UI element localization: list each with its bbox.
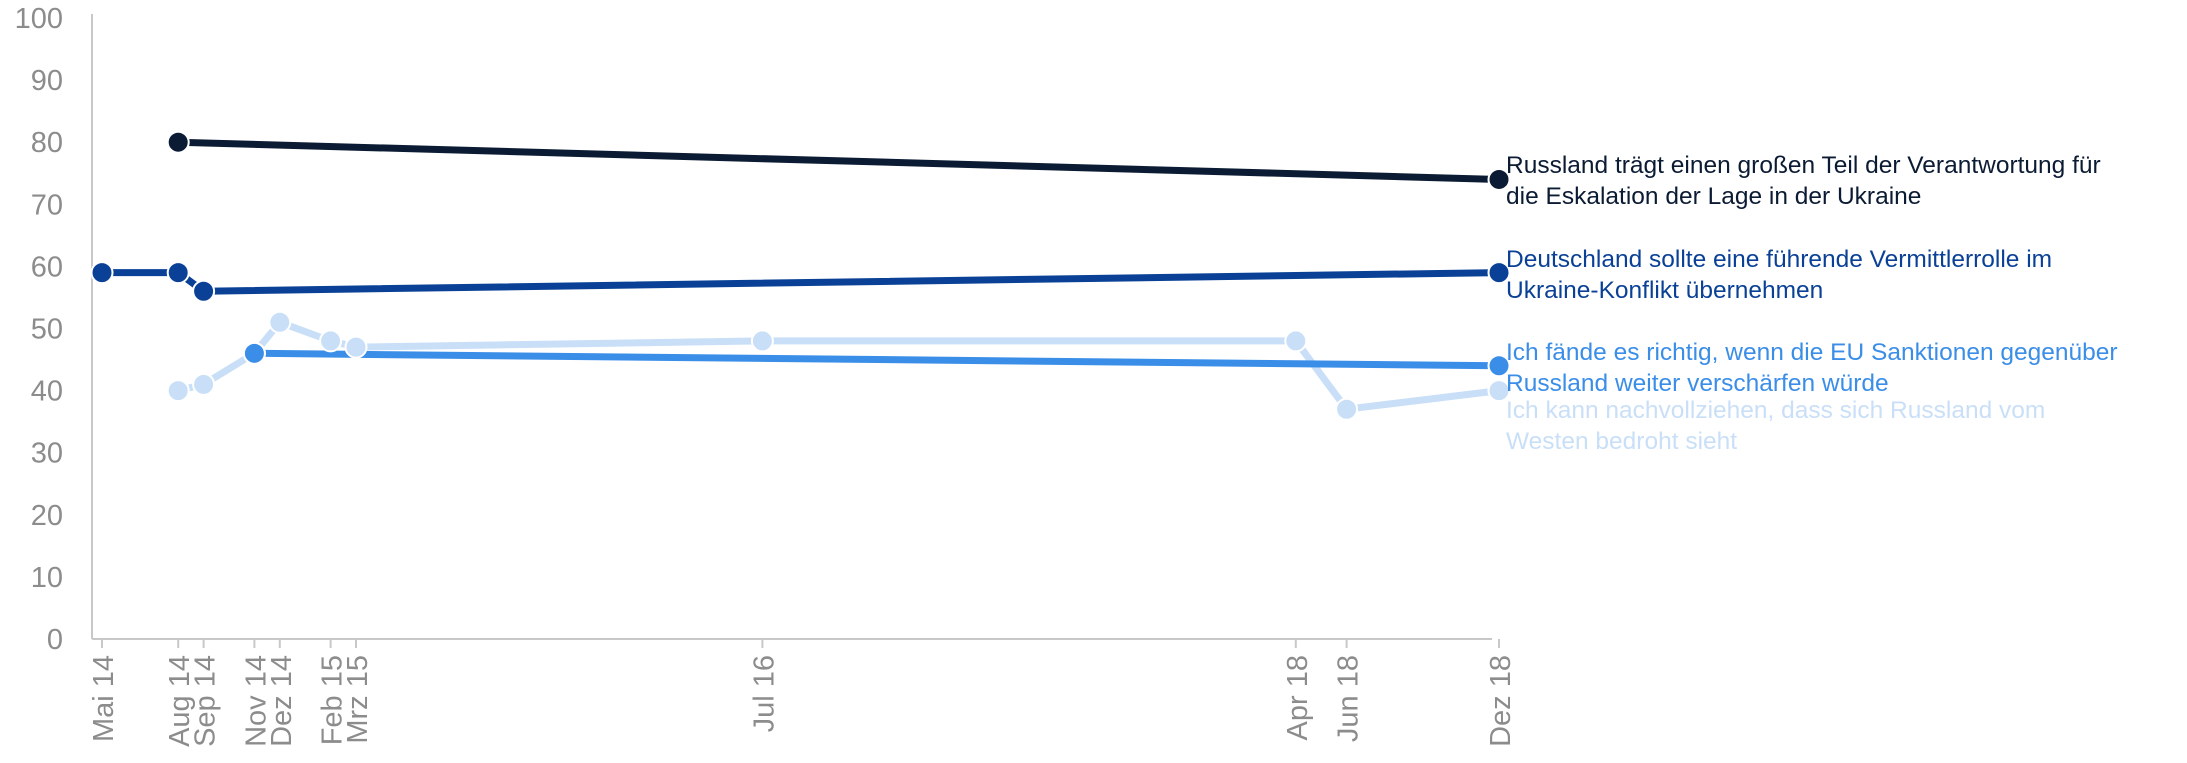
data-point-bedroht (1335, 397, 1359, 421)
data-point-sanktionen (1487, 354, 1511, 378)
series-line-vermittlerrolle (98, 269, 1503, 295)
series-label-vermittlerrolle: Deutschland sollte eine führende Vermitt… (1506, 246, 2052, 273)
series-line-ukraine_verantwortung (174, 138, 1503, 183)
data-point-bedroht (192, 372, 216, 396)
x-tick-label: Apr 18 (1282, 655, 1314, 740)
data-point-bedroht (344, 335, 368, 359)
series-points (90, 130, 1511, 421)
x-tick-label: Dez 18 (1485, 655, 1517, 747)
y-tick-label: 60 (31, 251, 63, 283)
series-label-sanktionen: Ich fände es richtig, wenn die EU Sankti… (1506, 339, 2118, 366)
series-line-bedroht (174, 318, 1503, 413)
data-point-ukraine_verantwortung (1487, 167, 1511, 191)
y-tick-label: 90 (31, 65, 63, 97)
data-point-bedroht (268, 310, 292, 334)
x-tick-label: Jun 18 (1333, 655, 1365, 742)
data-point-vermittlerrolle (90, 261, 114, 285)
data-point-bedroht (750, 329, 774, 353)
data-point-bedroht (166, 379, 190, 403)
series-label-vermittlerrolle: Ukraine-Konflikt übernehmen (1506, 277, 1823, 304)
x-tick-label: Feb 15 (317, 655, 349, 745)
series-label-bedroht: Ich kann nachvollziehen, dass sich Russl… (1506, 397, 2045, 424)
y-tick-label: 80 (31, 127, 63, 159)
x-tick-label: Sep 14 (190, 655, 222, 747)
series-line-sanktionen (250, 349, 1503, 370)
y-tick-label: 30 (31, 438, 63, 470)
series-label-sanktionen: Russland weiter verschärfen würde (1506, 370, 1889, 397)
y-tick-label: 0 (47, 624, 63, 656)
data-point-bedroht (1284, 329, 1308, 353)
series-label-ukraine_verantwortung: die Eskalation der Lage in der Ukraine (1506, 183, 1921, 210)
data-point-bedroht (1487, 379, 1511, 403)
x-tick-label: Mai 14 (88, 655, 120, 742)
series-label-ukraine_verantwortung: Russland trägt einen großen Teil der Ver… (1506, 152, 2101, 179)
y-tick-label: 10 (31, 562, 63, 594)
data-point-vermittlerrolle (1487, 261, 1511, 285)
y-tick-label: 50 (31, 314, 63, 346)
data-point-vermittlerrolle (192, 279, 216, 303)
y-tick-label: 40 (31, 376, 63, 408)
y-tick-label: 20 (31, 500, 63, 532)
x-tick-label: Mrz 15 (342, 655, 374, 744)
data-point-sanktionen (242, 341, 266, 365)
y-tick-label: 70 (31, 189, 63, 221)
data-point-bedroht (319, 329, 343, 353)
series-lines (98, 138, 1503, 413)
y-tick-label: 100 (15, 3, 63, 35)
x-tick-label: Jul 16 (748, 655, 780, 732)
data-point-vermittlerrolle (166, 261, 190, 285)
x-tick-label: Aug 14 (164, 655, 196, 747)
x-tick-label: Nov 14 (240, 655, 272, 747)
series-labels: Russland trägt einen großen Teil der Ver… (1506, 152, 2118, 455)
data-point-ukraine_verantwortung (166, 130, 190, 154)
x-tick-label: Dez 14 (266, 655, 298, 747)
series-label-bedroht: Westen bedroht sieht (1506, 428, 1737, 455)
y-axis: 0 10 20 30 40 50 60 70 80 90 100 (15, 3, 93, 656)
